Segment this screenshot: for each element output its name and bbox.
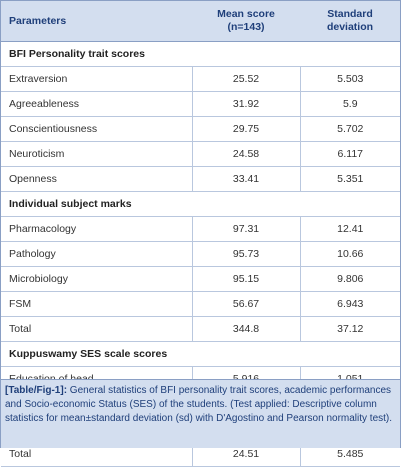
mean-score-cell: 25.52 [192, 66, 301, 92]
row-label: Pharmacology [1, 216, 193, 242]
mean-score-cell: 33.41 [192, 166, 301, 192]
standard-deviation-cell: 5.702 [300, 116, 400, 142]
caption-text: General statistics of BFI personality tr… [5, 385, 393, 424]
row-label: Total [1, 316, 193, 342]
header-sd-line1: Standard [327, 8, 373, 20]
row-label: Extraversion [1, 66, 193, 92]
standard-deviation-cell: 6.117 [300, 141, 400, 167]
section-header-row: Individual subject marks [1, 191, 400, 217]
section-title: BFI Personality trait scores [1, 41, 400, 67]
table-row: Agreeableness 31.92 5.9 [1, 91, 400, 117]
standard-deviation-cell: 9.806 [300, 266, 400, 292]
row-label: Openness [1, 166, 193, 192]
table-row: Pathology 95.73 10.66 [1, 241, 400, 267]
mean-score-cell: 24.58 [192, 141, 301, 167]
table-header-row: Parameters Mean score (n=143) Standard d… [1, 1, 400, 42]
mean-score-cell: 97.31 [192, 216, 301, 242]
header-mean-line1: Mean score [217, 8, 275, 20]
figure-caption: [Table/Fig-1]: General statistics of BFI… [1, 379, 400, 448]
row-label: Agreeableness [1, 91, 193, 117]
table-row: Openness 33.41 5.351 [1, 166, 400, 192]
table-row: Microbiology 95.15 9.806 [1, 266, 400, 292]
section-title: Kuppuswamy SES scale scores [1, 341, 400, 367]
standard-deviation-cell: 5.351 [300, 166, 400, 192]
mean-score-cell: 95.73 [192, 241, 301, 267]
header-sd-line2: deviation [326, 21, 374, 33]
standard-deviation-cell: 37.12 [300, 316, 400, 342]
standard-deviation-cell: 5.503 [300, 66, 400, 92]
table-row: Conscientiousness 29.75 5.702 [1, 116, 400, 142]
caption-label: [Table/Fig-1]: [5, 385, 68, 396]
header-mean-line2: (n=143) [227, 21, 265, 33]
standard-deviation-cell: 5.9 [300, 91, 400, 117]
table-row: Extraversion 25.52 5.503 [1, 66, 400, 92]
mean-score-cell: 344.8 [192, 316, 301, 342]
row-label: Neuroticism [1, 141, 193, 167]
header-standard-deviation: Standard deviation [300, 1, 400, 42]
section-header-row: BFI Personality trait scores [1, 41, 400, 67]
header-mean-score: Mean score (n=143) [192, 1, 300, 42]
section-title: Individual subject marks [1, 191, 400, 217]
standard-deviation-cell: 12.41 [300, 216, 400, 242]
header-parameters: Parameters [1, 1, 192, 42]
table-row: Pharmacology 97.31 12.41 [1, 216, 400, 242]
section-header-row: Kuppuswamy SES scale scores [1, 341, 400, 367]
standard-deviation-cell: 10.66 [300, 241, 400, 267]
table-row: Total 344.8 37.12 [1, 316, 400, 342]
table-row: Neuroticism 24.58 6.117 [1, 141, 400, 167]
mean-score-cell: 56.67 [192, 291, 301, 317]
row-label: Conscientiousness [1, 116, 193, 142]
table-row: FSM 56.67 6.943 [1, 291, 400, 317]
mean-score-cell: 31.92 [192, 91, 301, 117]
row-label: FSM [1, 291, 193, 317]
standard-deviation-cell: 6.943 [300, 291, 400, 317]
mean-score-cell: 95.15 [192, 266, 301, 292]
row-label: Pathology [1, 241, 193, 267]
mean-score-cell: 29.75 [192, 116, 301, 142]
row-label: Microbiology [1, 266, 193, 292]
